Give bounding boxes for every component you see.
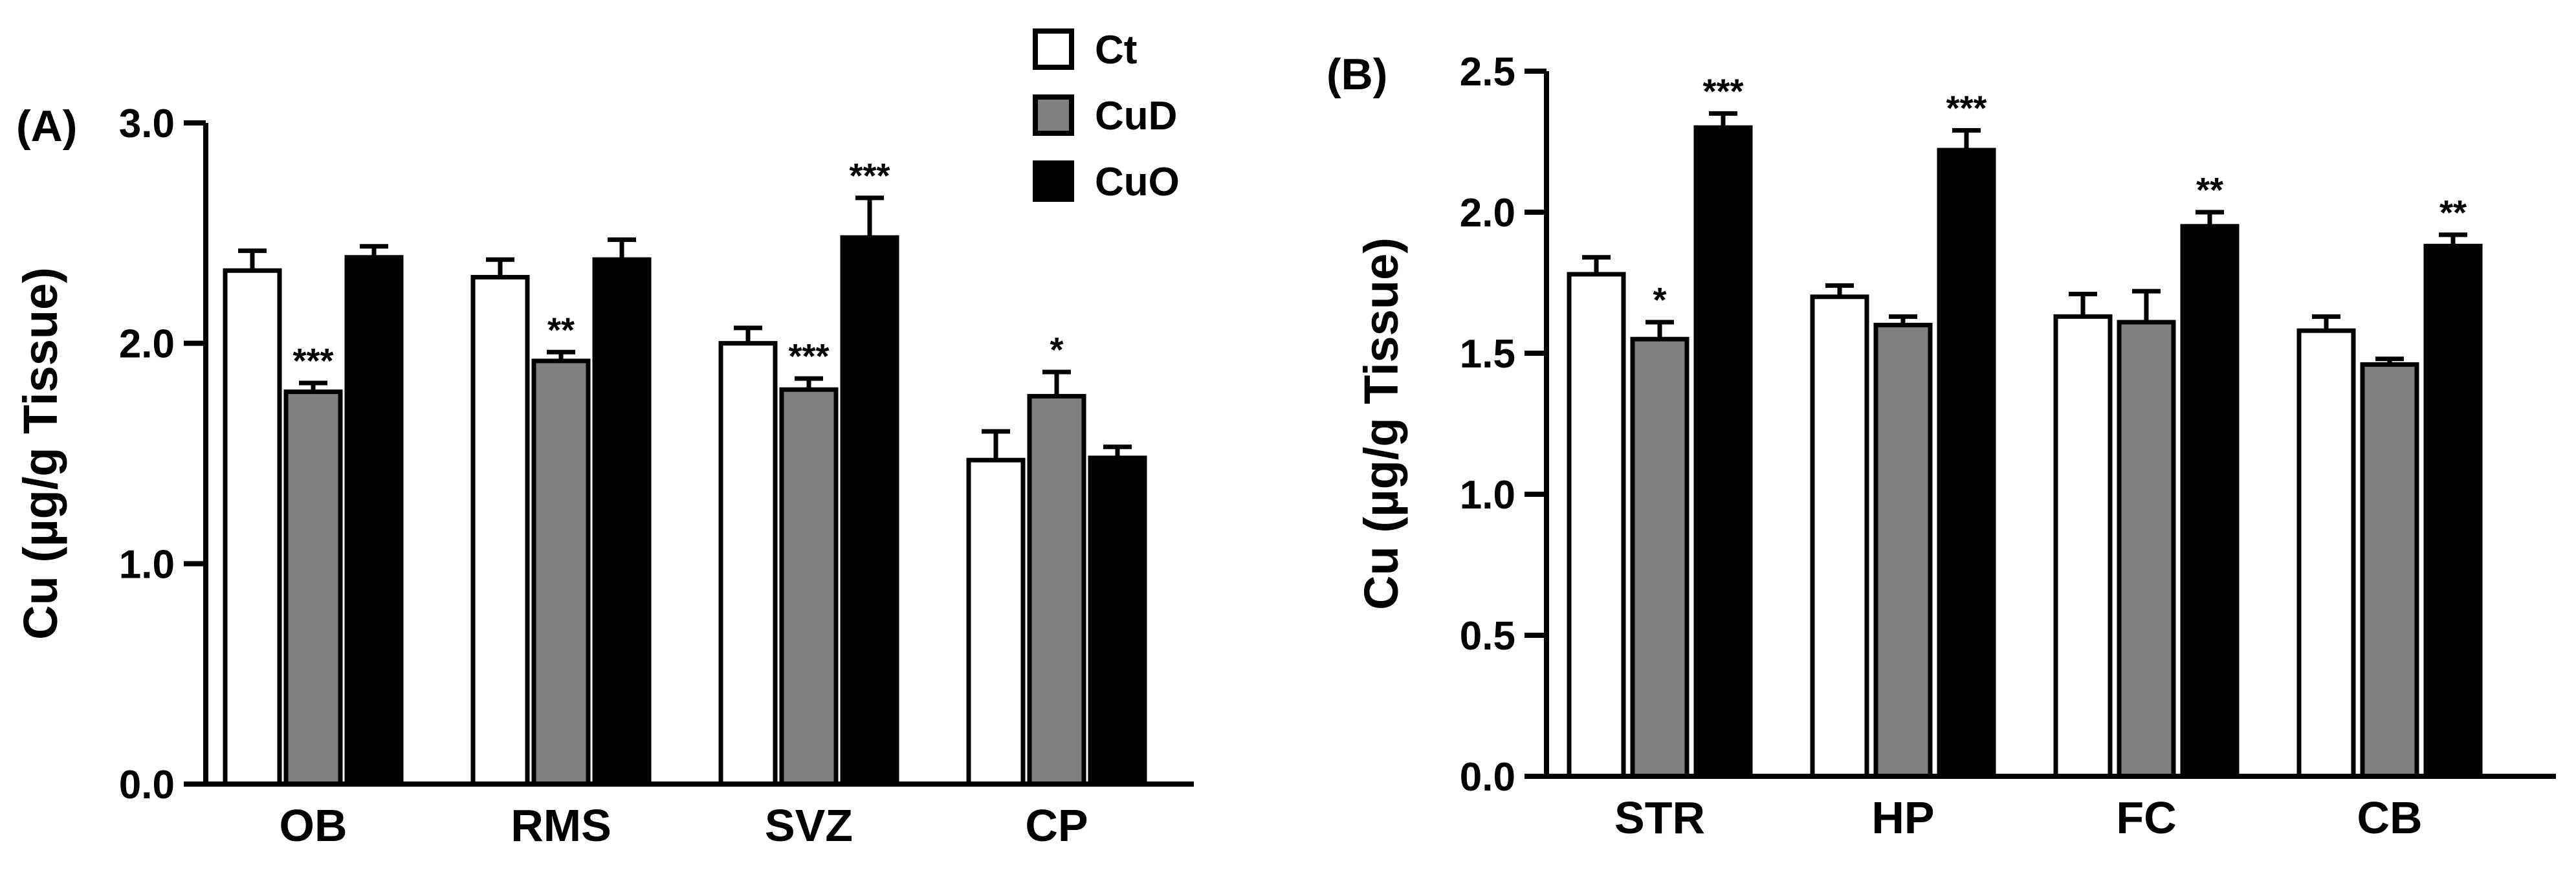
panel-a-label: (A) (16, 102, 77, 151)
panel-b-bar-cud-cb (2360, 362, 2419, 779)
panel-b-bar-ct-str (1567, 272, 1626, 779)
panel-b-bar-ct-fc (2053, 314, 2113, 779)
panel-a-bar-cuo-ob (344, 255, 404, 787)
panel-b-bar-cuo-fc (2180, 224, 2240, 779)
panel-a-bar-ct-rms (470, 274, 530, 787)
panel-b-y-tick-label: 2.0 (1460, 191, 1515, 235)
panel-a-bar-cud-cp (1027, 393, 1086, 787)
panel-b-category-label-str: STR (1614, 792, 1705, 843)
panel-b-y-tick-label: 0.5 (1460, 614, 1515, 659)
panel-a-category-label-ob: OB (280, 800, 347, 851)
panel-b-bar-cuo-hp (1937, 147, 1996, 779)
panel-a-bar-cud-ob (283, 389, 343, 787)
panel-a-y-axis-title: Cu (µg/g Tissue) (14, 267, 67, 640)
panel-a-y-tick-label: 0.0 (119, 763, 175, 807)
panel-a-y-tick-label: 2.0 (119, 322, 175, 367)
panel-b-category-label-fc: FC (2116, 792, 2176, 843)
panel-a-sig-cud-ob: *** (292, 342, 333, 380)
panel-a-sig-cud-svz: *** (788, 337, 829, 376)
panel-b-category-label-cb: CB (2357, 792, 2422, 843)
panel-b-sig-cud-str: * (1653, 281, 1666, 320)
panel-a-y-tick-label: 1.0 (119, 542, 175, 587)
panel-a-y-tick-label: 3.0 (119, 102, 175, 146)
panel-a-category-label-rms: RMS (511, 800, 611, 851)
panel-b-bar-cuo-cb (2423, 243, 2483, 779)
panel-a-category-label-cp: CP (1025, 800, 1088, 851)
panel-b-bar-ct-cb (2296, 328, 2356, 779)
panel-b-bar-cuo-str (1693, 125, 1753, 779)
panel-a-bar-ct-cp (966, 457, 1026, 787)
panel-a-sig-cud-rms: ** (547, 311, 575, 349)
panel-a-sig-cud-cp: * (1050, 331, 1063, 369)
panel-b-y-tick-label: 0.0 (1460, 755, 1515, 800)
panel-a-bar-cud-svz (779, 387, 839, 787)
panel-b-y-tick-label: 1.5 (1460, 332, 1515, 377)
panel-a-bar-ct-svz (718, 341, 778, 787)
legend-swatch-ct (1033, 28, 1074, 70)
panel-b-category-label-hp: HP (1871, 792, 1934, 843)
panel-b-bar-ct-hp (1810, 294, 1869, 779)
legend: Ct CuD CuO (1033, 28, 1180, 204)
panel-a-bar-ct-ob (223, 268, 282, 787)
panel-b-y-tick-label: 1.0 (1460, 473, 1515, 518)
legend-label-ct: Ct (1095, 28, 1137, 72)
panel-a-bar-cuo-cp (1088, 455, 1147, 787)
panel-a-chart: (A) Cu (µg/g Tissue) *** OB ** RMS *** *** SVZ * C… (14, 102, 1194, 851)
panel-a-sig-cuo-svz: *** (849, 157, 890, 195)
legend-label-cud: CuD (1095, 94, 1177, 138)
panel-b-y-axis-title: Cu (µg/g Tissue) (1354, 237, 1408, 610)
panel-b-label: (B) (1327, 50, 1387, 99)
legend-swatch-cud (1033, 94, 1074, 136)
panel-a-category-label-svz: SVZ (765, 800, 853, 851)
panel-b-chart: (B)Cu (µg/g Tissue) ****STR***HP**FC**CB0… (1327, 50, 2556, 843)
panel-a-bar-cud-rms (531, 358, 591, 787)
panel-b-bar-cud-fc (2117, 320, 2176, 779)
panel-b-sig-cuo-hp: *** (1946, 89, 1987, 128)
panel-a-bar-cuo-rms (592, 257, 652, 787)
panel-b-sig-cuo-str: *** (1702, 72, 1743, 111)
panel-b-sig-cuo-cb: ** (2439, 193, 2467, 232)
legend-swatch-cuo (1033, 160, 1074, 202)
panel-b-bar-cud-hp (1873, 322, 1933, 779)
panel-b-y-tick-label: 2.5 (1460, 50, 1515, 94)
panel-b-sig-cuo-fc: ** (2196, 171, 2223, 210)
legend-label-cuo: CuO (1095, 160, 1180, 204)
panel-b-bar-cud-str (1630, 336, 1690, 779)
panel-a-bar-cuo-svz (840, 235, 899, 787)
